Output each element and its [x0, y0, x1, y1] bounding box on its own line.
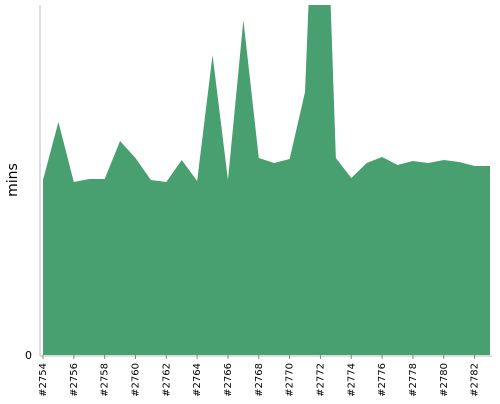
x-tick-label: #2774	[346, 363, 357, 397]
x-tick-label: #2766	[223, 363, 234, 397]
x-tick-label: #2776	[377, 363, 388, 397]
x-tick-label: #2764	[192, 363, 203, 397]
x-tick-label: #2778	[408, 363, 419, 397]
x-tick-label: #2758	[100, 363, 111, 397]
y-axis-label: mins	[5, 163, 21, 197]
x-tick-label: #2768	[254, 363, 265, 397]
x-tick-label: #2772	[315, 363, 326, 397]
area	[43, 5, 490, 355]
x-tick-label: #2754	[38, 363, 49, 397]
x-tick-label: #2782	[470, 363, 481, 397]
x-tick-label: #2770	[285, 363, 296, 397]
x-tick-label: #2760	[130, 363, 141, 397]
x-tick-label: #2756	[69, 363, 80, 397]
x-tick-label: #2780	[439, 363, 450, 397]
x-tick-label: #2762	[161, 363, 172, 397]
y-tick-label: 0	[25, 349, 32, 362]
